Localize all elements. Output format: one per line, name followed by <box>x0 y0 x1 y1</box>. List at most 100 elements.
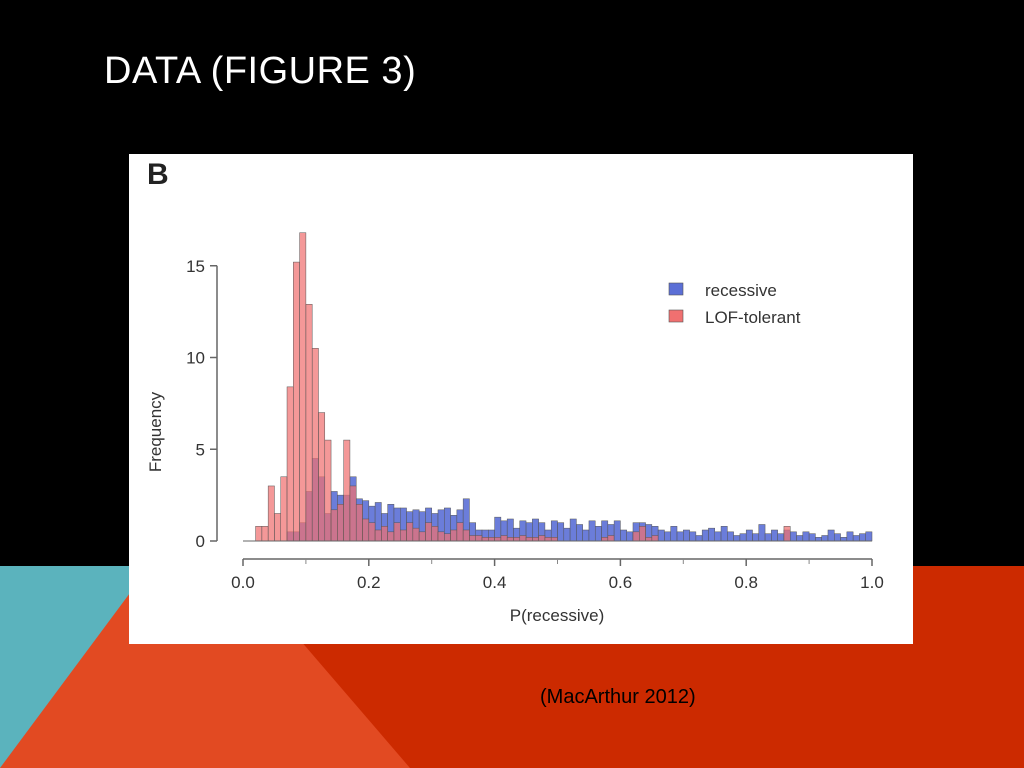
panel-label: B <box>147 158 169 191</box>
bar-lof-tolerant-65 <box>651 535 659 542</box>
bar-recessive-97 <box>852 535 860 542</box>
bar-lof-tolerant-33 <box>450 529 458 542</box>
bar-recessive-84 <box>771 529 778 542</box>
bar-recessive-80 <box>745 529 753 542</box>
bar-recessive-69 <box>676 531 684 542</box>
bar-recessive-96 <box>846 531 854 542</box>
bar-recessive-52 <box>569 518 577 542</box>
y-axis-label: Frequency <box>146 391 165 472</box>
bar-recessive-93 <box>827 529 835 542</box>
bar-lof-tolerant-86 <box>783 526 791 542</box>
bar-recessive-74 <box>708 527 716 542</box>
citation: (MacArthur 2012) <box>540 686 696 708</box>
bar-lof-tolerant-42 <box>506 537 514 542</box>
bar-lof-tolerant-7 <box>286 386 294 542</box>
bar-recessive-78 <box>733 535 741 542</box>
x-tick-label-1: 0.2 <box>357 573 381 592</box>
bar-lof-tolerant-57 <box>601 537 609 542</box>
bar-recessive-88 <box>796 535 804 542</box>
bar-lof-tolerant-46 <box>532 537 539 542</box>
bar-lof-tolerant-4 <box>267 485 275 542</box>
bar-lof-tolerant-39 <box>488 537 495 542</box>
bar-recessive-70 <box>683 529 690 542</box>
bar-lof-tolerant-26 <box>406 522 414 542</box>
bar-recessive-79 <box>739 533 747 542</box>
bar-recessive-56 <box>594 526 602 542</box>
bar-recessive-53 <box>576 524 583 542</box>
bar-recessive-85 <box>777 533 785 542</box>
bar-recessive-89 <box>802 531 810 542</box>
bar-lof-tolerant-23 <box>387 531 395 542</box>
x-tick-label-2: 0.4 <box>483 573 507 592</box>
bar-recessive-77 <box>727 531 734 542</box>
bar-recessive-87 <box>789 531 797 542</box>
legend-label-recessive: recessive <box>705 281 777 300</box>
bar-lof-tolerant-41 <box>500 535 508 542</box>
bar-recessive-90 <box>808 533 816 542</box>
bar-lof-tolerant-24 <box>393 522 401 542</box>
bar-lof-tolerant-29 <box>425 522 432 542</box>
bar-recessive-73 <box>701 529 709 542</box>
bar-lof-tolerant-9 <box>299 232 307 542</box>
bar-lof-tolerant-28 <box>418 531 426 542</box>
bar-recessive-59 <box>613 520 621 542</box>
bar-lof-tolerant-64 <box>645 537 653 542</box>
bar-lof-tolerant-38 <box>481 537 489 542</box>
bar-recessive-75 <box>714 531 722 542</box>
bar-lof-tolerant-8 <box>293 261 300 542</box>
bar-lof-tolerant-58 <box>607 535 615 542</box>
bar-lof-tolerant-44 <box>519 535 527 542</box>
bar-lof-tolerant-15 <box>337 504 344 542</box>
bar-lof-tolerant-35 <box>462 529 470 542</box>
bar-recessive-67 <box>664 531 671 542</box>
bar-recessive-92 <box>821 535 829 542</box>
bar-lof-tolerant-6 <box>280 476 288 542</box>
bar-lof-tolerant-49 <box>550 537 558 542</box>
bar-lof-tolerant-30 <box>431 526 439 542</box>
x-tick-label-3: 0.6 <box>609 573 633 592</box>
bar-recessive-50 <box>557 522 565 542</box>
bar-lof-tolerant-37 <box>475 535 483 542</box>
bar-lof-tolerant-32 <box>444 533 451 542</box>
bar-lof-tolerant-13 <box>324 439 332 542</box>
bar-lof-tolerant-48 <box>544 537 552 542</box>
bar-lof-tolerant-14 <box>330 509 338 542</box>
legend: recessive LOF-tolerant <box>668 281 801 327</box>
bar-lof-tolerant-10 <box>305 304 313 542</box>
figure-panel: B 0.0 0.2 0.4 0.6 0.8 1.0 0 5 10 15 P(recessive) … <box>129 154 913 644</box>
bar-lof-tolerant-18 <box>355 504 363 542</box>
series-lof-tolerant <box>255 232 791 542</box>
legend-swatch-lof-tolerant <box>668 309 684 323</box>
bar-recessive-91 <box>815 537 822 542</box>
bar-recessive-76 <box>720 526 728 542</box>
bar-lof-tolerant-3 <box>261 526 269 542</box>
bar-recessive-81 <box>752 533 760 542</box>
bar-lof-tolerant-11 <box>311 348 319 542</box>
bar-lof-tolerant-40 <box>494 537 502 542</box>
bar-recessive-60 <box>620 529 627 542</box>
bar-lof-tolerant-34 <box>456 522 464 542</box>
bar-lof-tolerant-5 <box>274 513 281 542</box>
bar-lof-tolerant-21 <box>374 529 382 542</box>
bar-lof-tolerant-2 <box>255 526 263 542</box>
bar-recessive-66 <box>657 529 665 542</box>
bar-recessive-55 <box>588 520 596 542</box>
bar-lof-tolerant-27 <box>412 527 420 542</box>
bar-lof-tolerant-16 <box>343 439 351 542</box>
bar-recessive-71 <box>689 531 697 542</box>
bar-recessive-95 <box>840 537 848 542</box>
bar-lof-tolerant-25 <box>400 529 407 542</box>
bar-lof-tolerant-17 <box>349 485 357 542</box>
bar-lof-tolerant-47 <box>538 535 546 542</box>
bar-recessive-98 <box>859 533 866 542</box>
bar-recessive-99 <box>865 531 873 542</box>
bar-lof-tolerant-62 <box>632 531 640 542</box>
bar-recessive-61 <box>626 531 634 542</box>
legend-swatch-recessive <box>668 282 684 296</box>
bar-recessive-51 <box>563 527 571 542</box>
bar-lof-tolerant-31 <box>437 531 445 542</box>
y-tick-label-0: 0 <box>196 532 205 551</box>
legend-label-lof-tolerant: LOF-tolerant <box>705 308 801 327</box>
y-tick-label-1: 5 <box>196 440 205 459</box>
